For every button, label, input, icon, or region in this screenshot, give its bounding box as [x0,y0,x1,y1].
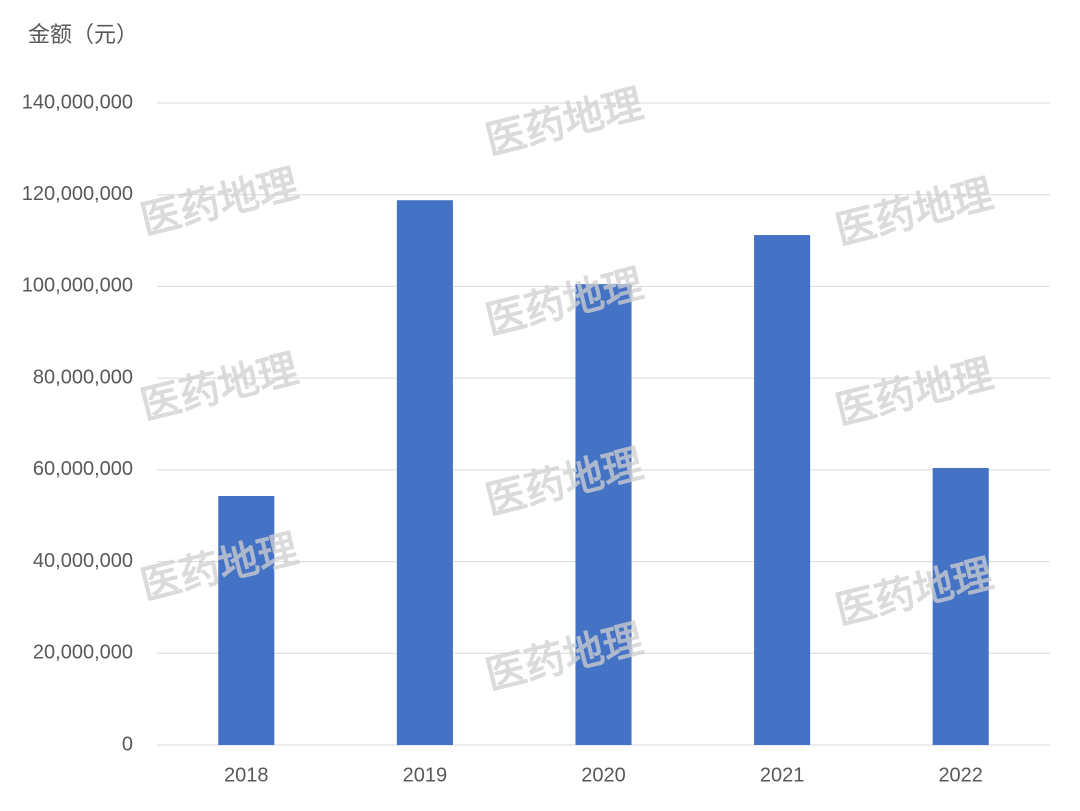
watermark: 医药地理 [136,162,302,243]
bar [575,284,632,745]
x-tick-label: 2021 [760,764,805,786]
y-tick-label: 80,000,000 [33,366,133,388]
y-axis-label: 金额（元） [28,22,138,47]
y-tick-label: 100,000,000 [22,275,133,297]
watermark: 医药地理 [831,172,997,253]
watermark: 医药地理 [481,82,647,163]
y-tick-label: 140,000,000 [22,91,133,113]
bar [396,200,453,745]
bar [932,468,989,745]
x-tick-label: 2019 [403,764,448,786]
x-tick-label: 2018 [224,764,269,786]
y-tick-label: 20,000,000 [33,642,133,664]
bar [218,495,275,745]
y-tick-label: 120,000,000 [22,183,133,205]
y-tick-label: 60,000,000 [33,458,133,480]
y-tick-label: 0 [122,733,133,755]
x-tick-label: 2020 [581,764,626,786]
x-tick-label: 2022 [938,764,983,786]
y-tick-label: 40,000,000 [33,550,133,572]
bar [754,235,811,745]
watermark: 医药地理 [136,347,302,428]
watermark: 医药地理 [831,352,997,433]
